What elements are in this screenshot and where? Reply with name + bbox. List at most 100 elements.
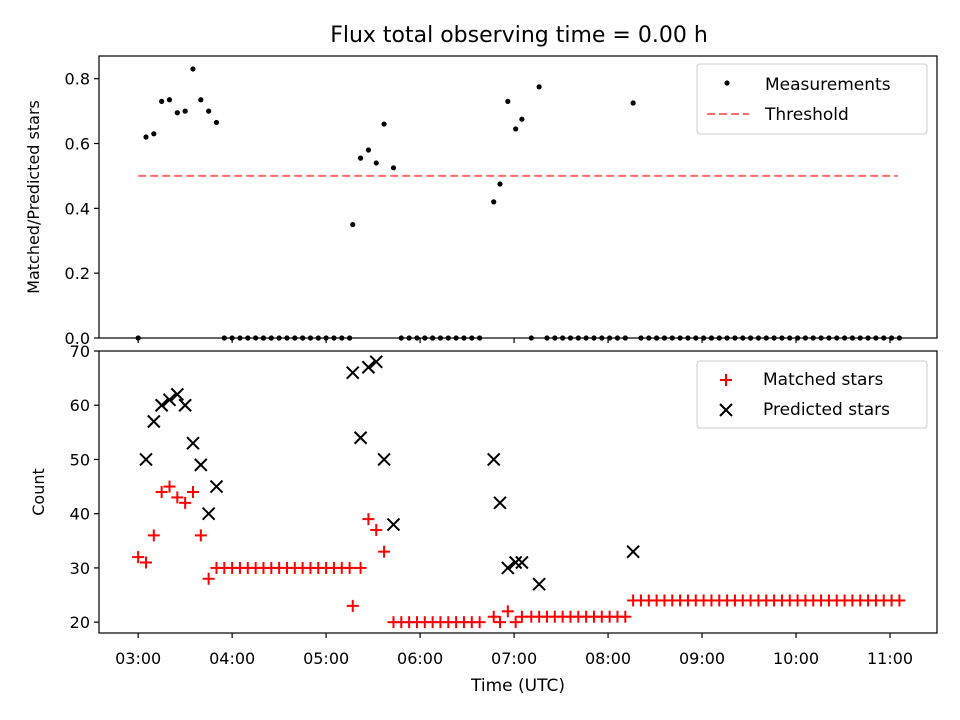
matched-star-point <box>202 572 215 585</box>
matched-star-point <box>487 610 500 623</box>
measurement-point <box>373 160 379 166</box>
predicted-star-point <box>487 452 501 467</box>
predicted-star-point <box>508 555 523 570</box>
top-panel: Flux total observing time = 0.00 h Match… <box>24 23 938 348</box>
bottom-panel: Count Time (UTC) 20 30 40 50 60 70 03:00 04:00… <box>29 342 938 696</box>
measurement-point <box>350 221 356 228</box>
measurement-point <box>206 108 212 114</box>
predicted-star-point <box>162 393 177 407</box>
chart-title: Flux total observing time = 0.00 h <box>330 23 708 48</box>
measurement-point <box>357 155 364 161</box>
predicted-star-point <box>170 387 185 402</box>
bottom-y-tick-label: 60 <box>70 396 90 415</box>
matched-star-point <box>362 513 375 526</box>
predicted-star-point <box>361 360 376 374</box>
predicted-star-point <box>346 365 360 380</box>
bottom-x-ticks: 03:00 04:00 05:00 06:00 07:00 08:00 09:00 10:00… <box>115 633 913 668</box>
bottom-x-tick-label: 07:00 <box>491 649 537 668</box>
measurement-point <box>519 116 525 122</box>
predicted-star-point <box>532 577 546 591</box>
matched-star-point <box>509 616 522 629</box>
measurement-point <box>630 100 636 106</box>
matched-star-point <box>343 561 356 574</box>
top-y-ticks: 0.0 0.2 0.4 0.6 0.8 <box>65 70 99 348</box>
legend-predicted-marker <box>719 403 733 417</box>
bottom-y-axis-label: Count <box>29 468 48 516</box>
matched-star-point <box>194 529 207 542</box>
bottom-x-tick-label: 03:00 <box>115 649 161 668</box>
predicted-star-point <box>515 555 529 570</box>
bottom-x-tick-label: 06:00 <box>397 649 443 668</box>
bottom-y-tick-label: 50 <box>70 450 90 469</box>
top-y-tick-label: 0.2 <box>65 264 90 283</box>
measurement-point <box>143 134 149 140</box>
legend-measurements-marker <box>724 80 730 86</box>
bottom-y-tick-label: 20 <box>70 613 90 632</box>
predicted-star-point <box>147 414 161 429</box>
matched-star-point <box>378 545 391 558</box>
bottom-x-tick-label: 11:00 <box>867 649 913 668</box>
bottom-x-axis-label: Time (UTC) <box>470 676 565 696</box>
matched-star-point <box>139 556 152 569</box>
matched-star-point <box>619 610 632 623</box>
matched-star-point <box>346 599 359 612</box>
top-plot-frame <box>98 55 938 339</box>
measurement-point <box>365 147 372 153</box>
bottom-y-tick-label: 70 <box>70 342 90 361</box>
matched-star-point <box>370 523 383 536</box>
top-y-axis-label: Matched/Predicted stars <box>24 100 43 294</box>
legend-matched-label: Matched stars <box>763 370 883 390</box>
measurement-point <box>513 126 519 132</box>
matched-star-point <box>171 491 184 504</box>
bottom-plot-frame <box>98 350 938 634</box>
predicted-star-point <box>178 398 192 412</box>
matched-star-point <box>163 480 176 493</box>
top-legend: Measurements Threshold <box>696 63 928 135</box>
top-y-tick-label: 0.6 <box>65 135 90 154</box>
top-legend-box <box>696 63 928 135</box>
predicted-star-point <box>186 436 200 450</box>
measurement-point <box>536 84 542 90</box>
bottom-x-tick-label: 04:00 <box>209 649 255 668</box>
legend-matched-marker <box>720 374 732 386</box>
measurement-point <box>190 66 196 72</box>
legend-threshold-label: Threshold <box>764 105 849 125</box>
matched-star-point <box>132 551 145 564</box>
top-y-tick-label: 0.4 <box>65 199 90 218</box>
bottom-legend-box <box>696 360 928 429</box>
bottom-x-tick-label: 08:00 <box>585 649 631 668</box>
matched-star-point <box>354 561 367 574</box>
bottom-x-tick-label: 09:00 <box>679 649 725 668</box>
measurement-point <box>491 199 497 205</box>
predicted-star-point <box>353 431 368 445</box>
predicted-star-point <box>377 452 391 467</box>
measurement-point <box>174 110 180 116</box>
measurement-point <box>213 119 220 126</box>
predicted-star-point <box>139 452 153 467</box>
matched-star-point <box>473 616 486 629</box>
predicted-star-point <box>201 506 216 521</box>
matched-star-point <box>493 616 506 629</box>
measurement-point <box>505 98 511 104</box>
top-y-tick-label: 0.8 <box>65 70 90 89</box>
matched-star-point <box>893 594 906 607</box>
matched-star-point <box>179 496 192 509</box>
matched-star-point <box>186 486 199 498</box>
predicted-star-point <box>369 355 383 369</box>
top-y-tick-label: 0.0 <box>65 329 90 348</box>
legend-predicted-label: Predicted stars <box>763 400 890 420</box>
matched-star-point <box>501 605 514 618</box>
measurement-point <box>497 181 503 187</box>
predicted-star-point <box>194 458 208 472</box>
matched-star-point <box>155 486 168 498</box>
predicted-star-point <box>386 517 401 532</box>
bottom-x-tick-label: 05:00 <box>303 649 349 668</box>
measurement-point <box>182 108 188 114</box>
measurement-point <box>381 121 387 127</box>
bottom-y-tick-label: 30 <box>70 559 90 578</box>
measurement-point <box>390 165 397 171</box>
matched-star-point <box>147 529 160 542</box>
matched-stars-points <box>132 480 906 629</box>
measurement-point <box>166 97 173 103</box>
